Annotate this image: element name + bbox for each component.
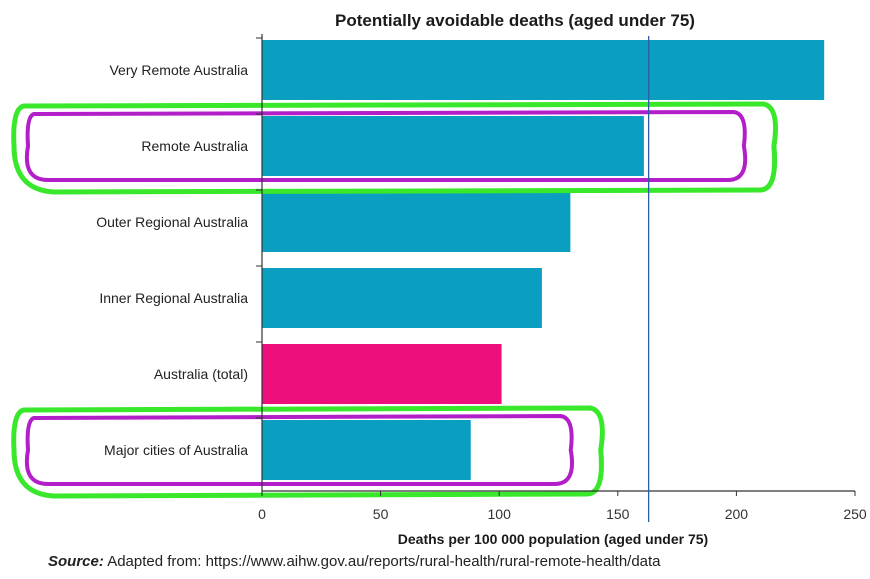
highlight-outline-purple-remote-australia: [25, 110, 748, 182]
source-prefix: Source:: [48, 553, 104, 570]
x-axis-label: Deaths per 100 000 population (aged unde…: [398, 531, 708, 547]
x-tick-label-0: 0: [258, 506, 266, 522]
highlight-outline-green-remote-australia: [11, 101, 779, 195]
category-label-major-cities-of-australia: Major cities of Australia: [104, 442, 248, 458]
source-text: Adapted from: https://www.aihw.gov.au/re…: [103, 553, 661, 570]
category-label-inner-regional-australia: Inner Regional Australia: [99, 290, 248, 306]
category-label-remote-australia: Remote Australia: [141, 138, 248, 154]
x-tick-label-200: 200: [725, 506, 749, 522]
highlight-outline-green-major-cities-of-australia: [11, 405, 605, 499]
bars-layer: [262, 40, 825, 480]
category-label-outer-regional-australia: Outer Regional Australia: [96, 214, 248, 230]
x-tick-label-250: 250: [843, 506, 867, 522]
bar-inner-regional-australia: [262, 268, 542, 328]
bar-outer-regional-australia: [262, 192, 571, 252]
x-tick-label-100: 100: [488, 506, 512, 522]
bar-australia-total: [262, 344, 502, 404]
axes: Very Remote Australia Remote Australia Out…: [96, 34, 867, 522]
highlight-outline-purple-major-cities-of-australia: [25, 414, 574, 486]
highlight-annotations: [11, 101, 779, 499]
chart-title: Potentially avoidable deaths (aged under…: [335, 11, 695, 30]
bar-major-cities-of-australia: [262, 420, 471, 480]
bar-very-remote-australia: [262, 40, 825, 100]
x-tick-label-150: 150: [606, 506, 630, 522]
category-label-very-remote-australia: Very Remote Australia: [109, 62, 248, 78]
x-tick-label-50: 50: [373, 506, 389, 522]
source-note: Source: Adapted from: https://www.aihw.g…: [48, 553, 661, 570]
bar-remote-australia: [262, 116, 644, 176]
category-label-australia-total: Australia (total): [154, 366, 248, 382]
